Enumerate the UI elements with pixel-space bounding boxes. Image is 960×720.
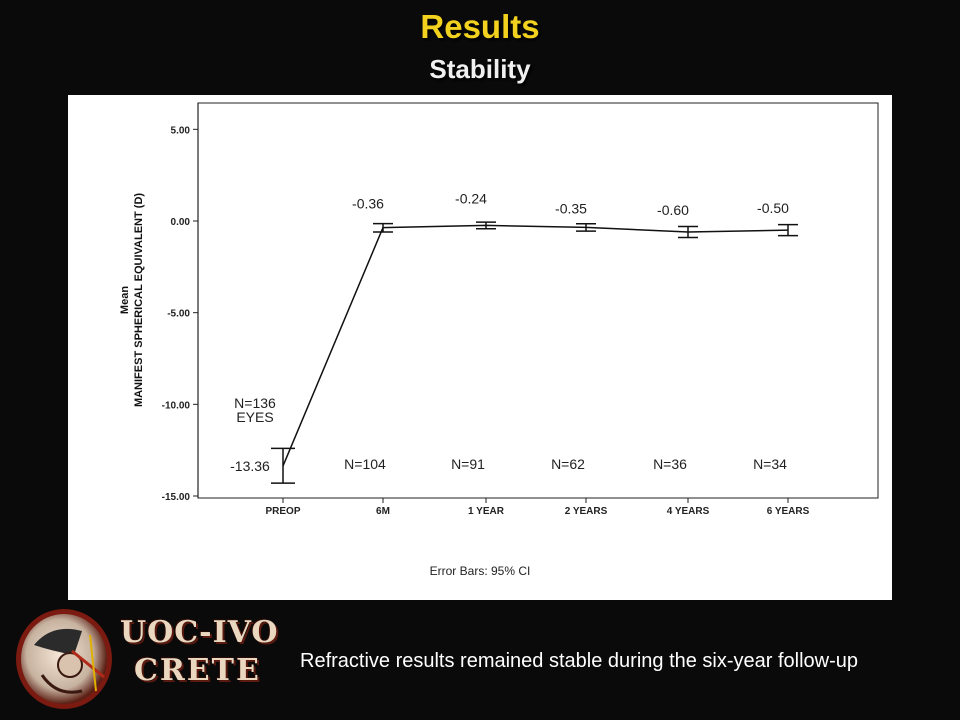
n-label: N=104 [344, 456, 386, 472]
n-label: N=136 [234, 395, 276, 411]
value-label: -0.36 [352, 196, 384, 212]
slide-caption: Refractive results remained stable durin… [300, 650, 859, 672]
chart-svg: 5.00 0.00 -5.00 -10.00 -15.00 PREOP 6M 1 YEAR 2 … [119, 102, 879, 578]
x-tick-label: 4 YEARS [667, 506, 710, 517]
n-label: N=36 [653, 456, 687, 472]
logo-text-line1: UOC-IVO [120, 615, 279, 650]
x-tick-label: 1 YEAR [468, 506, 505, 517]
value-label: -13.36 [230, 458, 270, 474]
logo-emblem-icon [16, 609, 112, 709]
y-axis-title-line: Mean [119, 286, 131, 314]
n-label: EYES [236, 409, 273, 425]
y-tick-label: -10.00 [162, 400, 191, 411]
y-tick-label: 5.00 [171, 125, 191, 136]
slide-subtitle: Stability [429, 54, 531, 84]
x-tick-label: 2 YEARS [565, 506, 608, 517]
chart-panel: 5.00 0.00 -5.00 -10.00 -15.00 PREOP 6M 1 YEAR 2 … [68, 95, 892, 600]
y-tick-label: -15.00 [162, 492, 191, 503]
n-label: N=62 [551, 456, 585, 472]
x-tick-label: PREOP [265, 506, 300, 517]
x-tick-label: 6M [376, 506, 390, 517]
y-axis-title-line: MANIFEST SPHERICAL EQUIVALENT (D) [133, 193, 145, 407]
series-line [282, 224, 789, 467]
logo: UOC-IVO CRETE [12, 605, 282, 713]
y-axis-title: Mean MANIFEST SPHERICAL EQUIVALENT (D) [119, 193, 145, 407]
plot-frame [197, 102, 879, 499]
x-tick-label: 6 YEARS [767, 506, 810, 517]
value-label: -0.50 [757, 200, 789, 216]
value-label: -0.60 [657, 202, 689, 218]
value-label: -0.24 [455, 190, 487, 206]
chart-footnote: Error Bars: 95% CI [430, 564, 531, 578]
logo-text-line2: CRETE [134, 653, 261, 688]
n-label: N=91 [451, 456, 485, 472]
slide-title: Results [420, 8, 540, 45]
value-label: -0.35 [555, 200, 587, 216]
y-tick-label: -5.00 [167, 309, 190, 320]
n-label: N=34 [753, 456, 787, 472]
y-tick-label: 0.00 [171, 217, 191, 228]
